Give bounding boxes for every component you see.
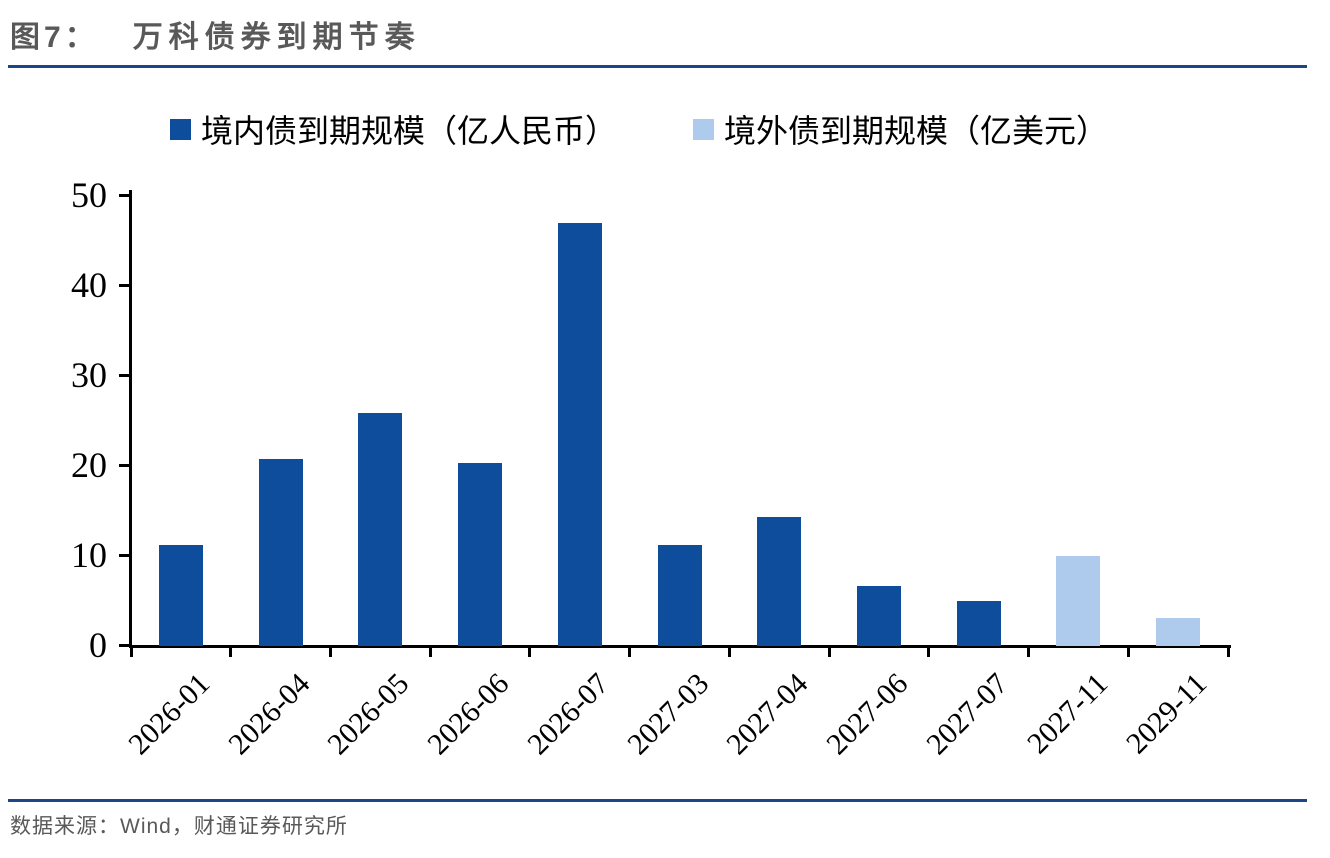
y-axis-tick [119, 554, 129, 557]
x-axis-category-label: 2027-04 [720, 667, 815, 762]
x-axis-tick [1027, 648, 1031, 657]
title-divider-line [8, 65, 1307, 68]
x-axis-category-label: 2029-11 [1120, 667, 1214, 761]
bar-2027-11 [1056, 556, 1101, 646]
figure-title: 万科债券到期节奏 [132, 21, 421, 54]
x-axis-tick [927, 648, 931, 657]
bar-2026-05 [358, 412, 403, 646]
legend-swatch-icon [170, 118, 191, 140]
y-axis-tick-label: 40 [71, 265, 107, 305]
x-axis-category-label: 2027-11 [1020, 667, 1114, 761]
x-axis-category-label: 2026-06 [421, 667, 516, 762]
legend-swatch-icon [693, 118, 715, 140]
y-axis-tick-label: 10 [71, 535, 107, 575]
bar-2026-04 [258, 458, 303, 646]
y-axis-tick-label: 0 [89, 625, 107, 665]
x-axis-tick [229, 648, 233, 657]
bar-2026-01 [158, 545, 203, 646]
y-axis-tick-label: 30 [71, 355, 107, 395]
bar-2027-07 [956, 601, 1001, 646]
bar-2029-11 [1156, 618, 1201, 646]
chart-legend: 境内债到期规模（亿人民币） 境外债到期规模（亿美元） [0, 106, 1330, 152]
y-axis-tick [119, 644, 129, 647]
data-source-text: 数据来源：Wind，财通证券研究所 [10, 815, 348, 838]
figure-number-label: 图7： [10, 21, 99, 54]
y-axis-line [129, 190, 132, 648]
x-axis-category-label: 2027-03 [620, 667, 715, 762]
x-axis-tick [428, 648, 432, 657]
x-axis-tick [328, 648, 332, 657]
legend-label: 境内债到期规模（亿人民币） [201, 113, 618, 149]
x-axis-category-label: 2027-06 [820, 667, 915, 762]
y-axis-tick [119, 374, 129, 377]
bar-2027-06 [856, 585, 901, 646]
x-axis-tick [1126, 648, 1130, 657]
legend-item: 境内债到期规模（亿人民币） [170, 106, 617, 152]
legend-label: 境外债到期规模（亿美元） [724, 113, 1109, 149]
bar-2026-07 [557, 223, 602, 646]
bar-2027-03 [657, 545, 702, 646]
x-axis-tick [129, 648, 133, 657]
y-axis-tick [119, 284, 129, 287]
legend-item: 境外债到期规模（亿美元） [693, 106, 1108, 152]
footer-divider-line [8, 799, 1307, 802]
x-axis-category-label: 2026-01 [122, 667, 217, 762]
y-axis-tick [119, 464, 129, 467]
x-axis-category-label: 2026-04 [221, 667, 316, 762]
x-axis-tick [827, 648, 831, 657]
x-axis-tick [1226, 648, 1230, 657]
y-axis-tick [119, 194, 129, 197]
bar-2027-04 [757, 517, 802, 646]
y-axis-tick-label: 50 [71, 175, 107, 215]
x-axis-category-label: 2027-07 [919, 667, 1015, 762]
figure-header: 图7： 万科债券到期节奏 [10, 12, 421, 56]
x-axis-tick [628, 648, 632, 657]
x-axis-tick [727, 648, 731, 657]
x-axis-category-label: 2026-05 [321, 667, 416, 762]
x-axis-category-label: 2026-07 [521, 667, 616, 762]
y-axis-tick-label: 20 [71, 445, 107, 485]
x-axis-tick [528, 648, 532, 657]
x-axis-line [129, 645, 1231, 648]
bar-2026-06 [458, 463, 503, 646]
